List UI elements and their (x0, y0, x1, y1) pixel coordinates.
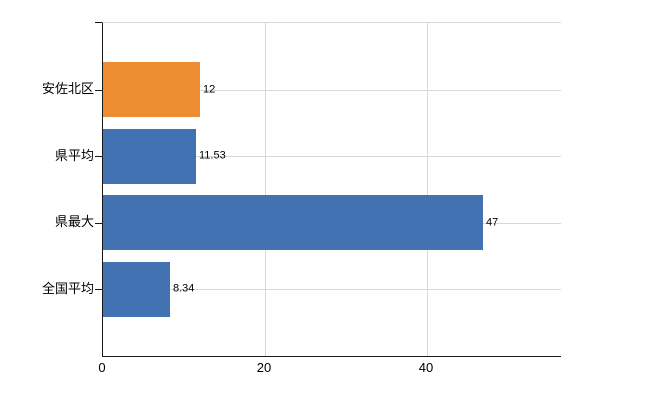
bar-value-label: 12 (203, 83, 216, 96)
bar-0 (103, 62, 200, 117)
bar-2 (103, 195, 483, 250)
bar-value-label: 47 (486, 216, 499, 229)
x-tick-label: 20 (256, 360, 272, 375)
bar-value-label: 11.53 (199, 149, 226, 162)
x-tick-label: 0 (98, 360, 106, 375)
gridline-horizontal (103, 289, 561, 290)
bar-value-label: 8.34 (173, 282, 195, 295)
category-tick (95, 156, 102, 157)
bar-3 (103, 262, 170, 317)
gridline-horizontal (103, 156, 561, 157)
category-tick (95, 223, 102, 224)
y-axis-top-tick (95, 22, 102, 23)
x-tick-label: 40 (418, 360, 434, 375)
category-tick (95, 90, 102, 91)
bar-1 (103, 129, 196, 184)
category-label: 県平均 (54, 148, 94, 163)
gridline-horizontal (103, 90, 561, 91)
category-label: 県最大 (54, 214, 94, 229)
category-label: 全国平均 (41, 281, 94, 296)
gridline-vertical (427, 23, 428, 356)
gridline-vertical (265, 23, 266, 356)
category-label: 安佐北区 (41, 81, 94, 96)
plot-area: 12 11.53 47 8.34 (95, 22, 561, 357)
category-tick (95, 289, 102, 290)
